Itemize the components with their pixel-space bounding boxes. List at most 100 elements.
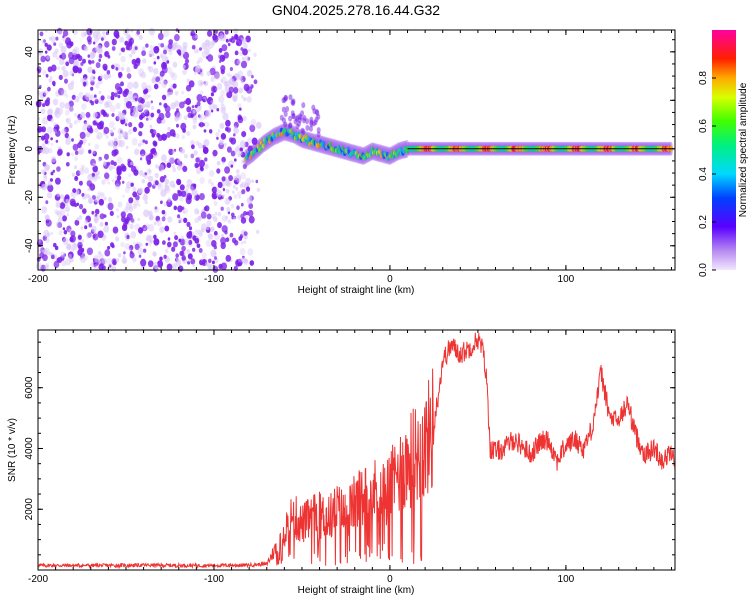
noise-blob [179,250,184,256]
noise-blob [93,41,96,45]
noise-blob [185,84,192,92]
noise-blob [206,220,212,227]
noise-blob [237,191,242,197]
noise-blob [92,165,98,173]
noise-blob [154,180,159,186]
noise-blob [208,264,214,271]
noise-blob [90,51,96,58]
noise-blob [122,131,129,139]
noise-blob [78,215,83,220]
noise-blob [212,33,218,41]
noise-blob [86,123,91,129]
noise-blob [163,29,170,38]
noise-blob [256,229,260,234]
noise-blob [157,183,164,191]
noise-blob [153,221,157,226]
noise-blob [47,180,52,186]
x-tick-label: -100 [204,274,224,285]
noise-blob [174,110,181,118]
track-cell [289,128,293,134]
noise-blob [155,215,161,222]
noise-blob [199,47,202,51]
noise-blob [243,43,248,49]
noise-blob [142,139,146,143]
noise-blob [161,215,166,221]
noise-blob [105,135,109,139]
noise-blob [255,121,262,129]
noise-blob [249,260,255,266]
noise-blob [234,58,240,66]
noise-blob [44,214,50,221]
noise-blob [240,80,244,84]
track-halo [305,124,310,131]
noise-blob [250,118,257,127]
track-halo [300,127,305,134]
noise-blob [45,215,50,221]
noise-blob [200,81,204,86]
y-tick-label: 6000 [24,376,35,399]
noise-blob [93,111,98,118]
noise-blob [153,238,160,246]
noise-blob [117,94,121,99]
noise-blob [35,100,42,108]
noise-blob [44,164,50,171]
noise-blob [129,53,133,58]
noise-blob [185,196,192,205]
noise-blob [224,142,227,146]
noise-blob [83,167,90,174]
noise-blob [92,233,99,241]
colorbar-tick-label: 0.4 [698,167,709,181]
noise-blob [251,179,255,184]
noise-blob [142,58,147,64]
noise-blob [247,137,253,144]
noise-blob [124,243,130,250]
noise-blob [148,175,154,182]
noise-blob [47,109,52,116]
noise-blob [43,229,50,238]
noise-blob [76,117,81,123]
noise-blob [92,31,99,39]
noise-blob [201,252,207,259]
noise-blob [44,50,48,54]
noise-blob [51,80,56,86]
track-halo [279,114,284,121]
noise-blob [138,170,144,176]
noise-blob [50,137,53,141]
noise-blob [55,201,61,208]
noise-blob [133,241,136,246]
noise-blob [243,240,247,244]
noise-blob [133,63,138,69]
noise-blob [182,42,188,49]
noise-blob [122,258,127,264]
noise-blob [171,72,178,81]
y-tick-label: -20 [24,190,35,205]
noise-blob [132,203,137,209]
noise-blob [50,254,55,260]
noise-blob [193,150,198,156]
noise-blob [156,132,161,138]
noise-blob [39,247,44,253]
noise-blob [233,215,237,220]
noise-blob [75,176,78,179]
noise-blob [205,239,212,248]
noise-blob [150,100,153,104]
noise-blob [163,102,168,109]
noise-blob [226,146,232,153]
noise-blob [92,162,96,167]
noise-blob [91,210,95,215]
noise-blob [111,64,115,70]
noise-blob [134,148,140,156]
noise-blob [95,62,101,69]
noise-blob [242,163,247,170]
noise-blob [182,69,187,75]
noise-blob [138,204,141,207]
noise-blob [225,38,229,43]
noise-blob [70,230,76,237]
noise-blob [88,142,91,146]
noise-blob [156,219,162,227]
noise-blob [86,247,93,256]
noise-blob [182,64,186,69]
noise-blob [74,156,78,161]
noise-blob [176,123,179,128]
